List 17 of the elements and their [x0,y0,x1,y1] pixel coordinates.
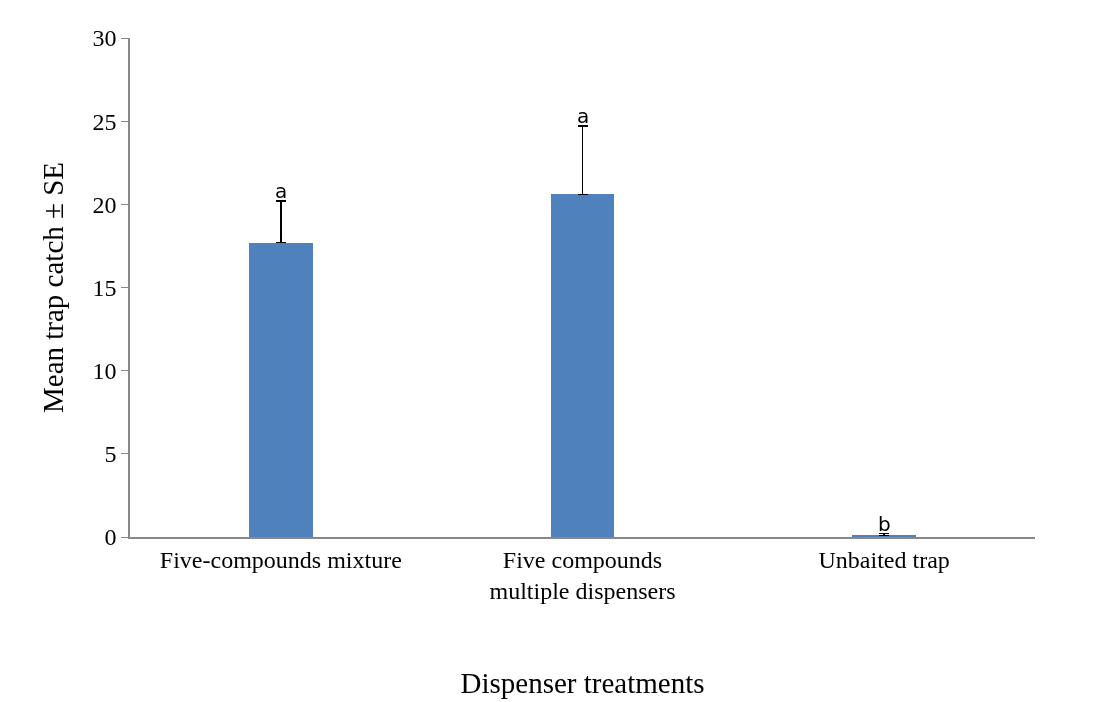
x-axis-title: Dispenser treatments [460,667,705,700]
bar [551,194,614,537]
bar [249,243,313,537]
y-tick-label: 15 [92,274,117,301]
annotation: b [878,512,891,536]
x-tick-label: Five compounds multiple dispensers [489,546,676,604]
x-tick-label: Unbaited trap [818,546,950,573]
x-tick-label: Five-compounds mixture [159,546,402,573]
y-tick-label: 5 [104,441,117,468]
annotation: a [275,179,288,203]
y-tick-label: 10 [92,358,117,385]
y-tick-label: 25 [92,108,117,135]
y-tick-label: 30 [92,25,117,52]
annotation: a [577,104,590,128]
y-tick-label: 0 [104,524,117,551]
y-tick-label: 20 [92,191,117,218]
y-axis-title: Mean trap catch ± SE [37,161,70,414]
